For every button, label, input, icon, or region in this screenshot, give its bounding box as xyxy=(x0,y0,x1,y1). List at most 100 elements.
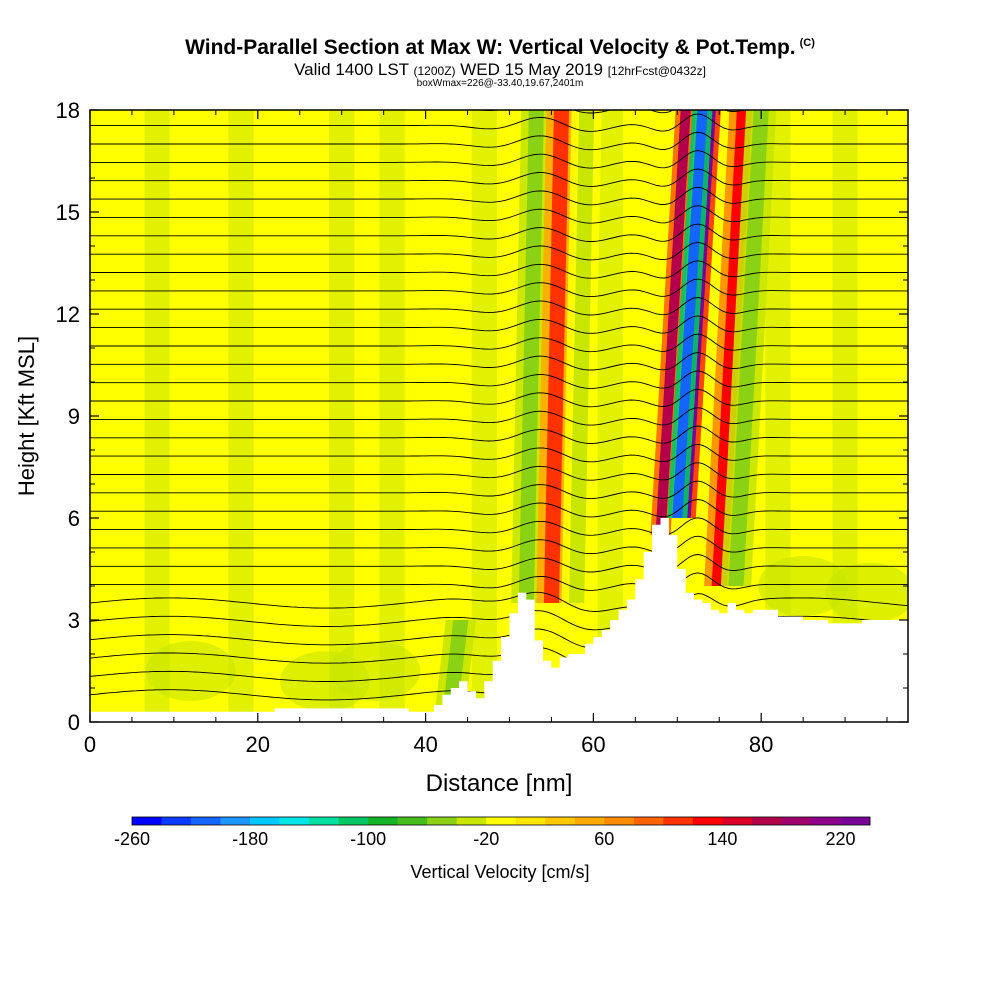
y-tick-label: 0 xyxy=(68,710,80,735)
colorbar-swatch xyxy=(751,817,782,825)
colorbar-swatch xyxy=(427,817,458,825)
y-tick-label: 3 xyxy=(68,608,80,633)
vertical-motion-band xyxy=(518,110,544,603)
y-tick-label: 6 xyxy=(68,506,80,531)
terrain xyxy=(90,518,908,722)
colorbar-swatch xyxy=(722,817,753,825)
isentrope-line xyxy=(90,278,908,298)
x-tick-label: 80 xyxy=(749,732,773,757)
colorbar-tick-label: -260 xyxy=(114,829,150,849)
colorbar-swatch xyxy=(338,817,369,825)
colorbar-swatch xyxy=(810,817,841,825)
colorbar-tick-label: 60 xyxy=(594,829,614,849)
weak-motion-streak xyxy=(471,110,497,722)
isentrope-line xyxy=(90,297,908,316)
isentrope-line xyxy=(90,205,908,224)
colorbar-swatch xyxy=(191,817,221,825)
colorbar-swatch xyxy=(781,817,812,825)
x-tick-label: 60 xyxy=(581,732,605,757)
y-tick-label: 15 xyxy=(56,200,80,225)
isentrope-line xyxy=(90,223,908,242)
chart-title-text: Wind-Parallel Section at Max W: Vertical… xyxy=(185,36,796,59)
isentrope-line xyxy=(90,591,908,614)
x-axis-label: Distance [nm] xyxy=(426,770,573,797)
colorbar-swatch xyxy=(574,817,605,825)
isentrope-line xyxy=(90,407,908,426)
isentrope-line xyxy=(90,370,908,389)
low-level-blob xyxy=(758,556,849,616)
isentrope-line xyxy=(90,333,908,353)
colorbar-swatch xyxy=(220,817,251,825)
isentrope-line xyxy=(90,480,908,500)
chart-title: Wind-Parallel Section at Max W: Vertical… xyxy=(0,36,1000,60)
low-level-blob xyxy=(330,641,421,701)
weak-motion-streak xyxy=(329,110,355,722)
colorbar: -260 -180 -100 -20 60 140 220 xyxy=(114,816,871,849)
isentrope-line xyxy=(90,388,908,408)
x-tick-label: 0 xyxy=(84,732,96,757)
isentrope-line xyxy=(90,241,908,261)
weak-motion-streak xyxy=(379,110,405,722)
colorbar-tick-label: -100 xyxy=(350,829,386,849)
valid-lst: Valid 1400 LST xyxy=(294,60,409,79)
colorbar-swatch xyxy=(397,817,428,825)
colorbar-swatch xyxy=(515,817,546,825)
isentrope-line xyxy=(90,315,908,334)
colorbar-label: Vertical Velocity [cm/s] xyxy=(410,862,590,882)
colorbar-swatch xyxy=(545,817,576,825)
forecast-info: [12hrFcst@0432z] xyxy=(607,64,706,78)
isentrope-line xyxy=(90,499,908,518)
plot-area xyxy=(89,109,909,723)
isentrope-line xyxy=(90,131,908,151)
vertical-motion-band xyxy=(569,110,595,603)
colorbar-tick-label: -180 xyxy=(232,829,268,849)
y-axis-label: Height [Kft MSL] xyxy=(14,336,39,496)
isentrope-line xyxy=(90,168,908,187)
axes: 0 20 40 60 80 0 3 6 9 12 15 18 Distance [nm] Height [… xyxy=(14,98,908,797)
colorbar-swatch xyxy=(840,817,871,825)
colorbar-frame xyxy=(131,816,871,826)
isentrope-line xyxy=(90,352,908,371)
colorbar-swatch xyxy=(309,817,339,825)
isentrope-line xyxy=(90,554,908,573)
box-info: boxWmax=226@-33.40,19.67,2401m xyxy=(416,78,584,89)
isentrope-line xyxy=(90,186,908,206)
y-tick-label: 18 xyxy=(56,98,80,123)
isentrope-line xyxy=(90,462,908,481)
x-tick-label: 20 xyxy=(246,732,270,757)
valid-time-line: Valid 1400 LST (1200Z) WED 15 May 2019 [… xyxy=(0,60,1000,80)
weak-motion-streak xyxy=(228,110,254,722)
x-tick-label: 40 xyxy=(413,732,437,757)
colorbar-swatch xyxy=(663,817,694,825)
copyright-mark: (C) xyxy=(799,37,815,49)
low-level-blob xyxy=(825,562,908,623)
colorbar-swatch xyxy=(161,817,192,825)
vertical-motion-band xyxy=(655,110,691,535)
y-tick-label: 12 xyxy=(56,302,80,327)
colorbar-swatch xyxy=(633,817,664,825)
colorbar-swatch xyxy=(486,817,517,825)
colorbar-swatch xyxy=(368,817,398,825)
isentrope-line xyxy=(90,260,908,279)
isentrope-line xyxy=(90,535,908,555)
colorbar-swatch xyxy=(132,817,162,825)
valid-utc: (1200Z) xyxy=(413,64,456,78)
isentropes xyxy=(90,110,908,706)
isentrope-line xyxy=(90,443,908,463)
colorbar-swatch xyxy=(456,817,487,825)
colorbar-tick-label: -20 xyxy=(473,829,499,849)
isentrope-line xyxy=(90,150,908,169)
colorbar-tick-label: 220 xyxy=(825,829,855,849)
plot-body xyxy=(90,110,908,722)
isentrope-line xyxy=(90,517,908,536)
isentrope-line xyxy=(90,425,908,444)
colorbar-tick-label: 140 xyxy=(707,829,737,849)
colorbar-swatch xyxy=(279,817,310,825)
isentrope-line xyxy=(90,113,908,132)
y-tick-label: 9 xyxy=(68,404,80,429)
low-level-blob xyxy=(145,641,236,701)
valid-date: WED 15 May 2019 xyxy=(460,60,603,79)
isentrope-line xyxy=(90,572,908,591)
weak-motion-streak xyxy=(144,110,170,722)
